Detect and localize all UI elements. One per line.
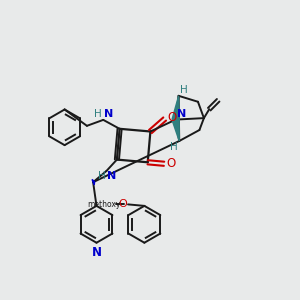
Text: H: H <box>98 172 105 182</box>
Text: H: H <box>170 142 177 152</box>
Text: N: N <box>177 109 186 119</box>
Polygon shape <box>172 96 179 120</box>
Polygon shape <box>172 119 179 141</box>
Text: methoxy: methoxy <box>87 200 121 208</box>
Text: O: O <box>118 200 127 209</box>
Text: O: O <box>167 157 176 170</box>
Text: N: N <box>107 172 116 182</box>
Text: H: H <box>180 85 188 94</box>
Text: N: N <box>104 109 113 119</box>
Polygon shape <box>92 179 94 185</box>
Text: H: H <box>94 109 102 119</box>
Text: O: O <box>167 111 176 124</box>
Text: N: N <box>92 246 101 259</box>
